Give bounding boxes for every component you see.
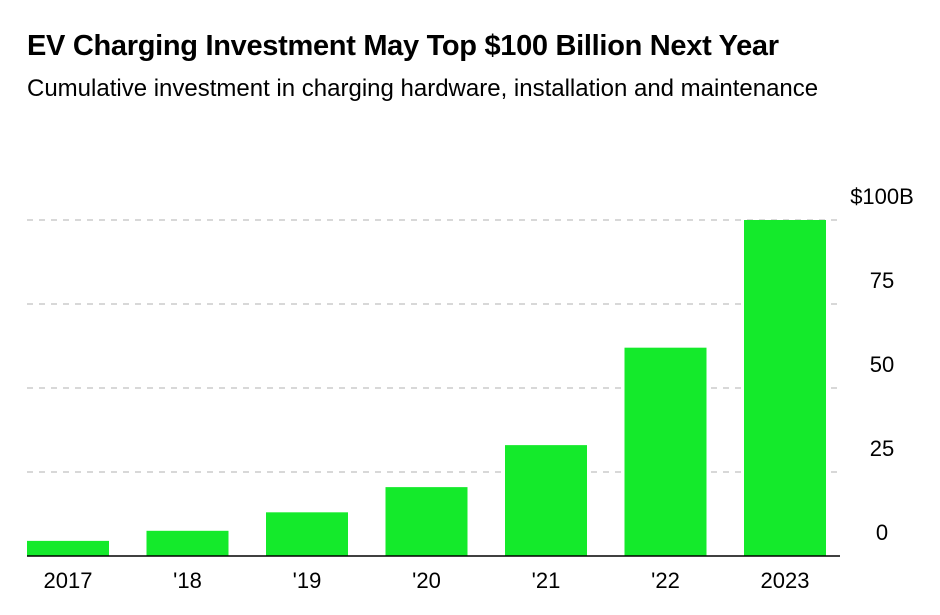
- bar-18: [146, 530, 229, 556]
- chart-subtitle: Cumulative investment in charging hardwa…: [27, 75, 819, 102]
- y-tick-label: $100B: [850, 184, 914, 209]
- y-tick-label: 50: [870, 352, 894, 377]
- x-tick-label: 2023: [761, 568, 810, 593]
- bar-2023: [744, 220, 826, 556]
- bar-19: [266, 512, 348, 556]
- x-tick-label: 2017: [44, 568, 93, 593]
- bar-21: [505, 445, 587, 556]
- x-tick-label: '22: [651, 568, 680, 593]
- gridlines: [27, 219, 840, 473]
- bars: [27, 220, 826, 556]
- x-tick-labels: 2017 '18 '19 '20 '21 '22 2023: [44, 568, 810, 593]
- x-tick-label: '20: [412, 568, 441, 593]
- x-tick-label: '19: [293, 568, 322, 593]
- y-tick-labels: 0 25 50 75 $100B: [850, 184, 914, 545]
- chart-title: EV Charging Investment May Top $100 Bill…: [27, 30, 779, 62]
- x-tick-label: '21: [532, 568, 561, 593]
- x-tick-label: '18: [173, 568, 202, 593]
- bar-22: [624, 347, 707, 556]
- bar-2017: [27, 540, 109, 556]
- y-tick-label: 75: [870, 268, 894, 293]
- bar-20: [385, 487, 468, 556]
- y-tick-label: 0: [876, 520, 888, 545]
- y-tick-label: 25: [870, 436, 894, 461]
